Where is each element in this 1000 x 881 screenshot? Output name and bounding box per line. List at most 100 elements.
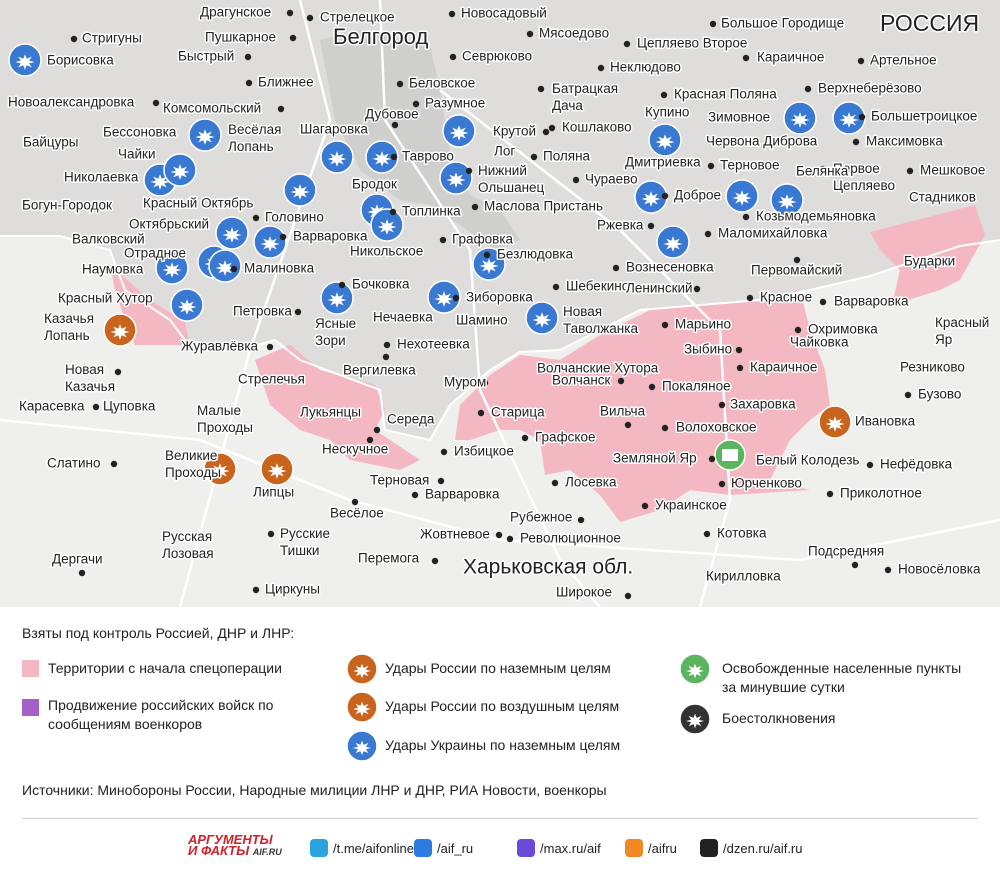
place-dot: [623, 40, 631, 48]
place-label: Земляной Яр: [613, 451, 697, 466]
place-dot: [389, 208, 397, 216]
place-label-line: Ольшанец: [478, 180, 545, 195]
place-label: Стрелечья: [238, 372, 305, 387]
place-label-line: Русская: [162, 529, 212, 544]
place-label: Красный Хутор: [58, 291, 153, 306]
place-label-line: Нижний: [478, 163, 527, 178]
legend-label: Удары России по наземным целям: [385, 660, 611, 676]
place-label: Безлюдовка: [497, 247, 574, 262]
place-dot: [92, 403, 100, 411]
country-label: РОССИЯ: [880, 10, 979, 36]
icon-burst: [353, 740, 371, 756]
place-label: Богун-Городок: [22, 198, 112, 213]
place-dot: [746, 294, 754, 302]
place-label: Покаляное: [662, 379, 731, 394]
icon-burst: [170, 164, 190, 180]
place-label: Приколотное: [840, 486, 922, 501]
place-label: Варваровка: [293, 229, 368, 244]
logo-text: AIF.RU: [252, 847, 282, 857]
legend-icon-svg: [346, 691, 378, 723]
place-dot: [703, 530, 711, 538]
place-dot: [548, 124, 556, 132]
place-dot: [78, 569, 86, 577]
place-label: Новоалександровка: [8, 95, 135, 110]
social-link[interactable]: /dzen.ru/aif.ru: [723, 841, 803, 856]
place-dot: [477, 409, 485, 417]
legend-swatch: [22, 699, 39, 716]
place-label: Кирилловка: [706, 569, 781, 584]
place-label: Червона Диброва: [706, 134, 818, 149]
place-label: Севрюково: [462, 49, 532, 64]
place-label-line: Ясные: [315, 316, 356, 331]
place-dot: [826, 490, 834, 498]
place-label: Головино: [265, 210, 324, 225]
place-label: Петровка: [233, 304, 292, 319]
place-label-line: Малые: [197, 403, 241, 418]
social-link[interactable]: /aifru: [648, 841, 677, 856]
place-label: Казачья Лопань: [44, 311, 94, 343]
place-label: Верхнеберёзово: [818, 81, 922, 96]
place-label: Марьино: [675, 317, 731, 332]
place-dot: [396, 80, 404, 88]
place-label-line: Русские: [280, 526, 330, 541]
place-label: Липцы: [253, 485, 294, 500]
place-label: Рубежное: [510, 510, 572, 525]
place-label: Красный Октябрь: [143, 196, 253, 211]
icon-burst: [195, 129, 215, 145]
place-dot: [624, 421, 632, 429]
place-label: Избицкое: [454, 444, 514, 459]
place-label: Кошлаково: [562, 120, 632, 135]
place-label: Зиборовка: [466, 290, 533, 305]
place-label-line: Яр: [935, 332, 952, 347]
place-label: Карасевка: [19, 399, 85, 414]
place-label-line: Проходы: [165, 465, 221, 480]
legend-label: Освобожденные населенные пункты за минув…: [722, 660, 962, 695]
place-dot: [382, 353, 390, 361]
social-link[interactable]: /max.ru/aif: [540, 841, 601, 856]
place-label: Лосевка: [565, 475, 617, 490]
social-link[interactable]: /aif_ru: [437, 841, 474, 856]
logo: АРГУМЕНТЫ И ФАКТЫ AIF.RU: [188, 833, 282, 858]
place-dot: [661, 192, 669, 200]
icon-burst: [641, 191, 661, 207]
place-label: Белянка: [796, 164, 849, 179]
place-label: Дубовое: [365, 107, 419, 122]
icon-burst: [110, 324, 130, 340]
place-dot: [851, 561, 859, 569]
place-dot: [338, 281, 346, 289]
place-label: Середа: [387, 412, 435, 427]
place-label-line: Весёлая: [228, 122, 281, 137]
place-label: Великие Проходы: [165, 448, 221, 480]
legend-icon-svg: [679, 653, 711, 685]
place-label: Чураево: [585, 172, 638, 187]
place-dot: [289, 34, 297, 42]
place-label: Поляна: [543, 149, 591, 164]
place-label-line: Красный: [935, 315, 989, 330]
place-dot: [495, 531, 503, 539]
icon-burst: [267, 463, 287, 479]
place-dot: [440, 448, 448, 456]
icon-burst: [686, 713, 704, 729]
place-dot: [351, 498, 359, 506]
place-dot: [617, 377, 625, 385]
social-link[interactable]: /t.me/aifonline: [333, 841, 414, 856]
icon-burst: [663, 236, 683, 252]
icon-burst: [446, 172, 466, 188]
place-dot: [858, 113, 866, 121]
icon-burst: [162, 262, 182, 278]
place-label: Малиновка: [244, 261, 315, 276]
social-icon: [310, 839, 328, 857]
place-label: Никольское: [350, 244, 423, 259]
place-label: Подсредняя: [808, 544, 884, 559]
map: Драгунское Стрелецкое Новосадовый Мясоедово…: [0, 0, 1000, 607]
place-label: Лукьянцы: [300, 405, 361, 420]
legend-swatch: [22, 660, 39, 677]
place-label: Украинское: [655, 498, 727, 513]
place-label-line: Великие: [165, 448, 217, 463]
place-label: Караичное: [750, 360, 817, 375]
icon-burst: [327, 151, 347, 167]
place-dot: [572, 176, 580, 184]
place-dot: [537, 85, 545, 93]
place-label: Волоховское: [676, 420, 757, 435]
icon-burst: [777, 194, 797, 210]
